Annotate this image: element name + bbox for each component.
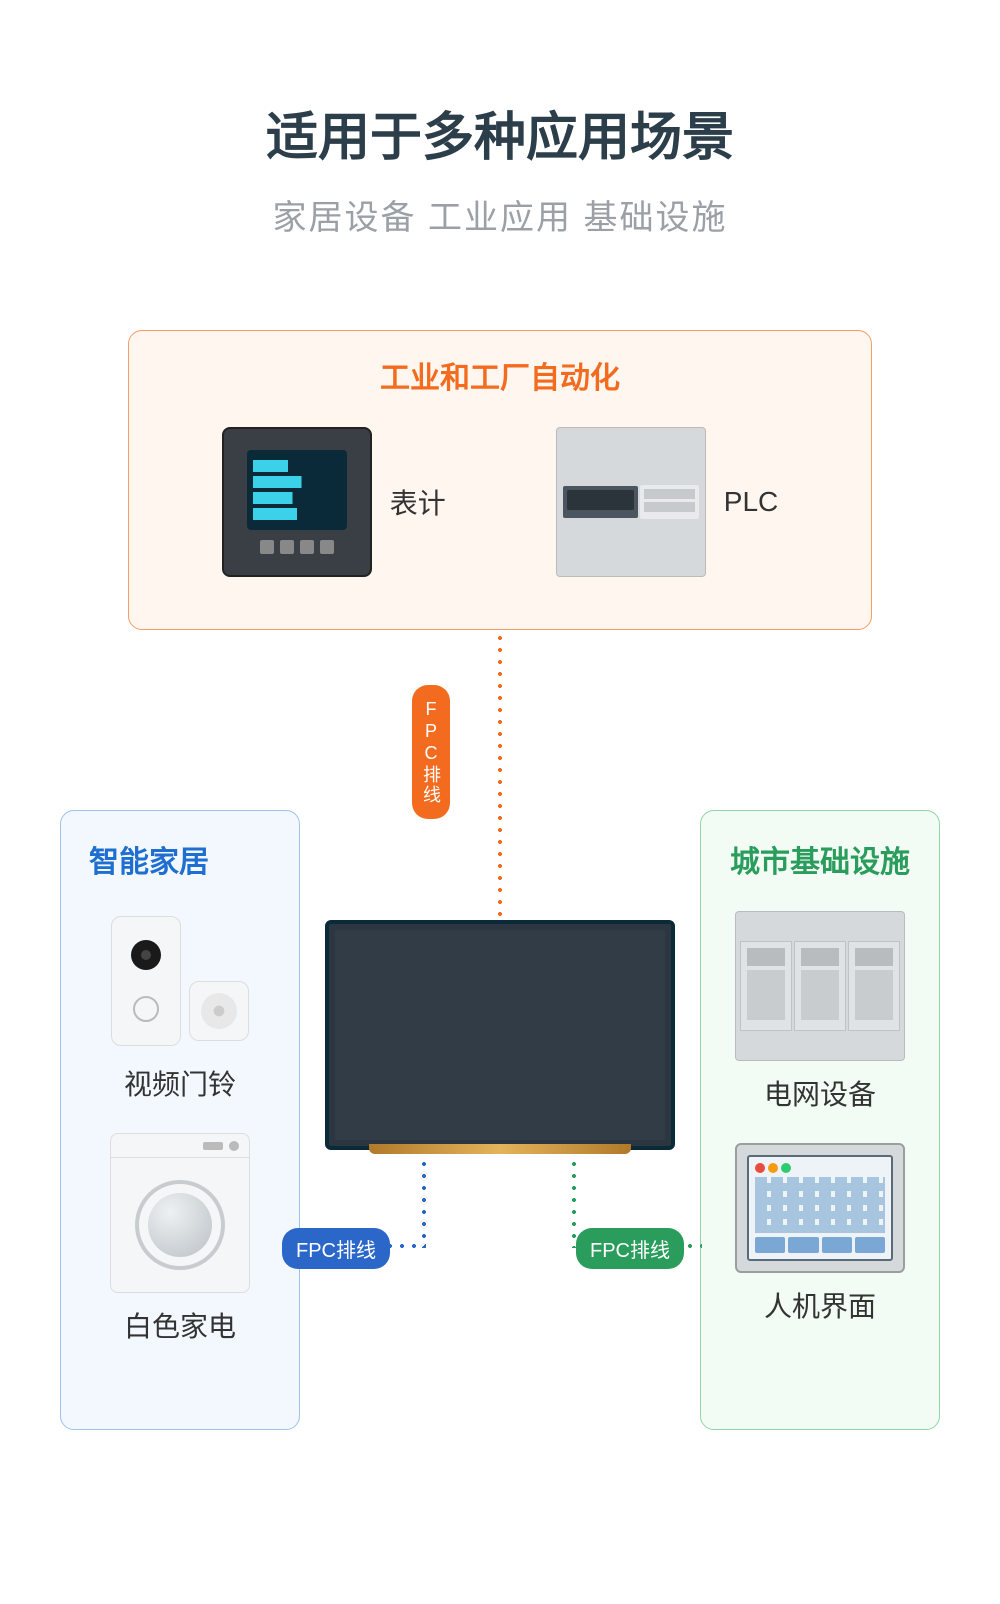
appliance-label: 白色家电 [124, 1305, 236, 1345]
grid-cabinet-icon [735, 911, 905, 1061]
meter-icon [222, 427, 372, 577]
page-subtitle: 家居设备 工业应用 基础设施 [0, 190, 1000, 239]
item-hmi: 人机界面 [735, 1143, 905, 1325]
panel-infrastructure-title: 城市基础设施 [701, 837, 939, 881]
center-display [325, 920, 675, 1150]
grid-label: 电网设备 [764, 1073, 876, 1113]
meter-label: 表计 [390, 482, 446, 522]
item-appliance: 白色家电 [110, 1133, 250, 1345]
pill-top: FPC排线 [412, 685, 450, 819]
panel-smarthome: 智能家居 视频门铃 [60, 810, 300, 1430]
plc-label: PLC [724, 486, 778, 518]
page-title: 适用于多种应用场景 [0, 95, 1000, 170]
item-doorbell: 视频门铃 [105, 911, 255, 1103]
panel-smarthome-title: 智能家居 [61, 837, 299, 881]
panel-infrastructure: 城市基础设施 电网设备 [700, 810, 940, 1430]
washer-icon [110, 1133, 250, 1293]
connector-right-v [572, 1158, 576, 1248]
item-grid: 电网设备 [735, 911, 905, 1113]
pill-left: FPC排线 [282, 1228, 390, 1269]
doorbell-label: 视频门铃 [124, 1063, 236, 1103]
panel-industrial: 工业和工厂自动化 表计 [128, 330, 872, 630]
hmi-icon [735, 1143, 905, 1273]
plc-icon [556, 427, 706, 577]
connector-left-v [422, 1158, 426, 1248]
doorbell-icon [105, 911, 255, 1051]
hmi-label: 人机界面 [764, 1285, 876, 1325]
item-meter: 表计 [222, 427, 446, 577]
item-plc: PLC [556, 427, 778, 577]
pill-right: FPC排线 [576, 1228, 684, 1269]
connector-top [498, 632, 502, 920]
panel-industrial-title: 工业和工厂自动化 [129, 353, 871, 397]
